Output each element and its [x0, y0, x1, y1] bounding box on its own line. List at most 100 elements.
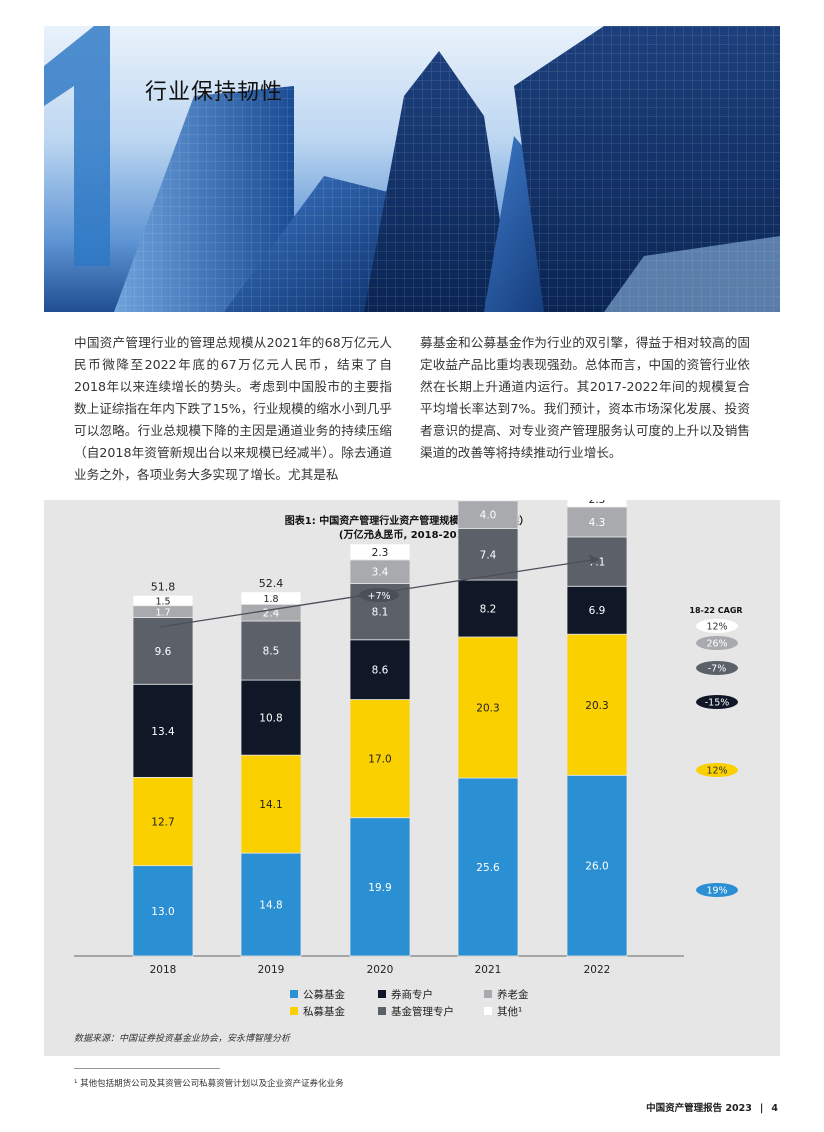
- bar-value-label: 13.4: [151, 726, 175, 738]
- bar-segment: [566, 585, 628, 635]
- bar-value-label: 8.6: [372, 665, 389, 677]
- bar-segment: [132, 617, 194, 685]
- x-tick-label: 2018: [150, 964, 177, 976]
- bar-segment: [457, 500, 519, 529]
- legend-swatch: [290, 990, 298, 998]
- bar-value-label: 14.1: [259, 799, 282, 811]
- section-title: 行业保持韧性: [145, 80, 284, 105]
- legend-label: 公募基金: [303, 988, 345, 1001]
- bar-segment: [566, 633, 628, 776]
- bar-segment: [566, 506, 628, 538]
- bar-segment: [132, 865, 194, 957]
- bar-total-label: 51.8: [151, 580, 176, 593]
- legend-swatch: [290, 1007, 298, 1015]
- bar-segment: [457, 500, 519, 502]
- cagr-label: 12%: [706, 622, 727, 633]
- bar-value-label: 2.3: [372, 547, 389, 559]
- x-tick-label: 2019: [258, 964, 285, 976]
- report-title: 中国资产管理报告 2023: [646, 1103, 752, 1114]
- bar-segment: [349, 817, 411, 957]
- bar-segment: [457, 636, 519, 779]
- trend-label-pill: [359, 588, 399, 602]
- legend-swatch: [378, 990, 386, 998]
- cagr-pill: [696, 883, 738, 897]
- bar-value-label: 1.5: [155, 597, 170, 608]
- bar-value-label: 26.0: [585, 861, 608, 873]
- bar-total-label: 59.2: [368, 529, 393, 542]
- bar-value-label: 12.7: [151, 817, 174, 829]
- bar-value-label: 14.8: [259, 900, 282, 912]
- footnote-divider: [74, 1068, 220, 1069]
- cagr-title: 18-22 CAGR: [689, 606, 742, 615]
- bar-value-label: 8.2: [480, 604, 497, 616]
- bar-segment: [240, 754, 302, 854]
- legend-label: 养老金: [497, 988, 529, 1001]
- legend-label: 券商专户: [391, 988, 433, 1001]
- bar-value-label: 4.0: [480, 510, 497, 522]
- bar-value-label: 8.5: [263, 646, 280, 658]
- bar-value-label: 4.3: [589, 517, 606, 529]
- bar-value-label: 1.8: [263, 594, 278, 605]
- cagr-label: -15%: [705, 698, 730, 709]
- bar-value-label: 2.3: [589, 500, 606, 506]
- bar-value-label: 8.1: [372, 607, 389, 619]
- bar-value-label: 7.4: [480, 549, 497, 561]
- legend-swatch: [378, 1007, 386, 1015]
- footnote: ¹ 其他包括期货公司及其资管公司私募资管计划以及企业资产证券化业务: [74, 1079, 344, 1089]
- bar-segment: [566, 500, 628, 508]
- legend-swatch: [484, 1007, 492, 1015]
- bar-segment: [240, 591, 302, 605]
- x-tick-label: 2022: [584, 964, 611, 976]
- cagr-pill: [696, 619, 738, 633]
- bar-segment: [457, 777, 519, 957]
- cagr-label: -7%: [708, 664, 727, 675]
- intro-paragraph-left: 中国资产管理行业的管理总规模从2021年的68万亿元人民币微降至2022年底的6…: [74, 335, 392, 482]
- bar-segment: [349, 543, 411, 561]
- trend-label: +7%: [367, 591, 390, 602]
- bar-segment: [132, 594, 194, 607]
- bar-value-label: 1.7: [155, 608, 170, 619]
- x-tick-label: 2021: [475, 964, 502, 976]
- bar-value-label: 25.6: [476, 862, 500, 874]
- bar-segment: [566, 774, 628, 957]
- cagr-pill: [696, 763, 738, 777]
- bar-value-label: 3.4: [372, 567, 389, 579]
- cagr-pill: [696, 636, 738, 650]
- legend-swatch: [484, 990, 492, 998]
- legend-label: 基金管理专户: [391, 1005, 454, 1018]
- footer-separator: |: [759, 1103, 764, 1114]
- bar-total-label: 52.4: [259, 577, 284, 590]
- cagr-label: 19%: [706, 886, 727, 897]
- bar-value-label: 20.3: [476, 703, 499, 715]
- intro-paragraph-right: 募基金和公募基金作为行业的双引擎，得益于相对较高的固定收益产品比重均表现强劲。总…: [420, 335, 750, 460]
- legend-label: 其他¹: [497, 1005, 522, 1018]
- cagr-pill: [696, 695, 738, 709]
- bar-value-label: 9.6: [155, 646, 172, 658]
- bar-segment: [132, 683, 194, 778]
- stacked-bar-chart: 图表1: 中国资产管理行业资产管理规模（按行业分类） (万亿元人民币, 2018…: [74, 500, 743, 1044]
- bar-segment: [240, 620, 302, 681]
- chart-source: 数据来源：中国证券投资基金业协会，安永博智隆分析: [74, 1033, 291, 1044]
- cagr-label: 26%: [706, 639, 727, 650]
- skyscraper-illustration: [114, 26, 780, 312]
- bar-segment: [566, 536, 628, 587]
- bar-segment: [457, 579, 519, 638]
- page-footer: 中国资产管理报告 2023 | 4: [646, 1100, 778, 1114]
- cagr-pill: [696, 661, 738, 675]
- bar-value-label: 10.8: [259, 713, 282, 725]
- page-number: 4: [771, 1103, 778, 1114]
- chart-subtitle: (万亿元人民币, 2018-2022): [339, 528, 475, 541]
- bar-segment: [240, 852, 302, 957]
- x-tick-label: 2020: [367, 964, 394, 976]
- bar-segment: [132, 776, 194, 867]
- bar-value-label: 17.0: [368, 754, 391, 766]
- bar-value-label: 19.9: [368, 882, 391, 894]
- section-number-graphic: [44, 26, 110, 266]
- bar-value-label: 6.9: [589, 605, 606, 617]
- bar-value-label: 20.3: [585, 700, 608, 712]
- bar-segment: [349, 639, 411, 700]
- chart-panel: 图表1: 中国资产管理行业资产管理规模（按行业分类） (万亿元人民币, 2018…: [44, 500, 780, 1056]
- cagr-label: 12%: [706, 766, 727, 777]
- hero-banner: 行业保持韧性: [44, 26, 780, 312]
- bar-value-label: 13.0: [151, 906, 174, 918]
